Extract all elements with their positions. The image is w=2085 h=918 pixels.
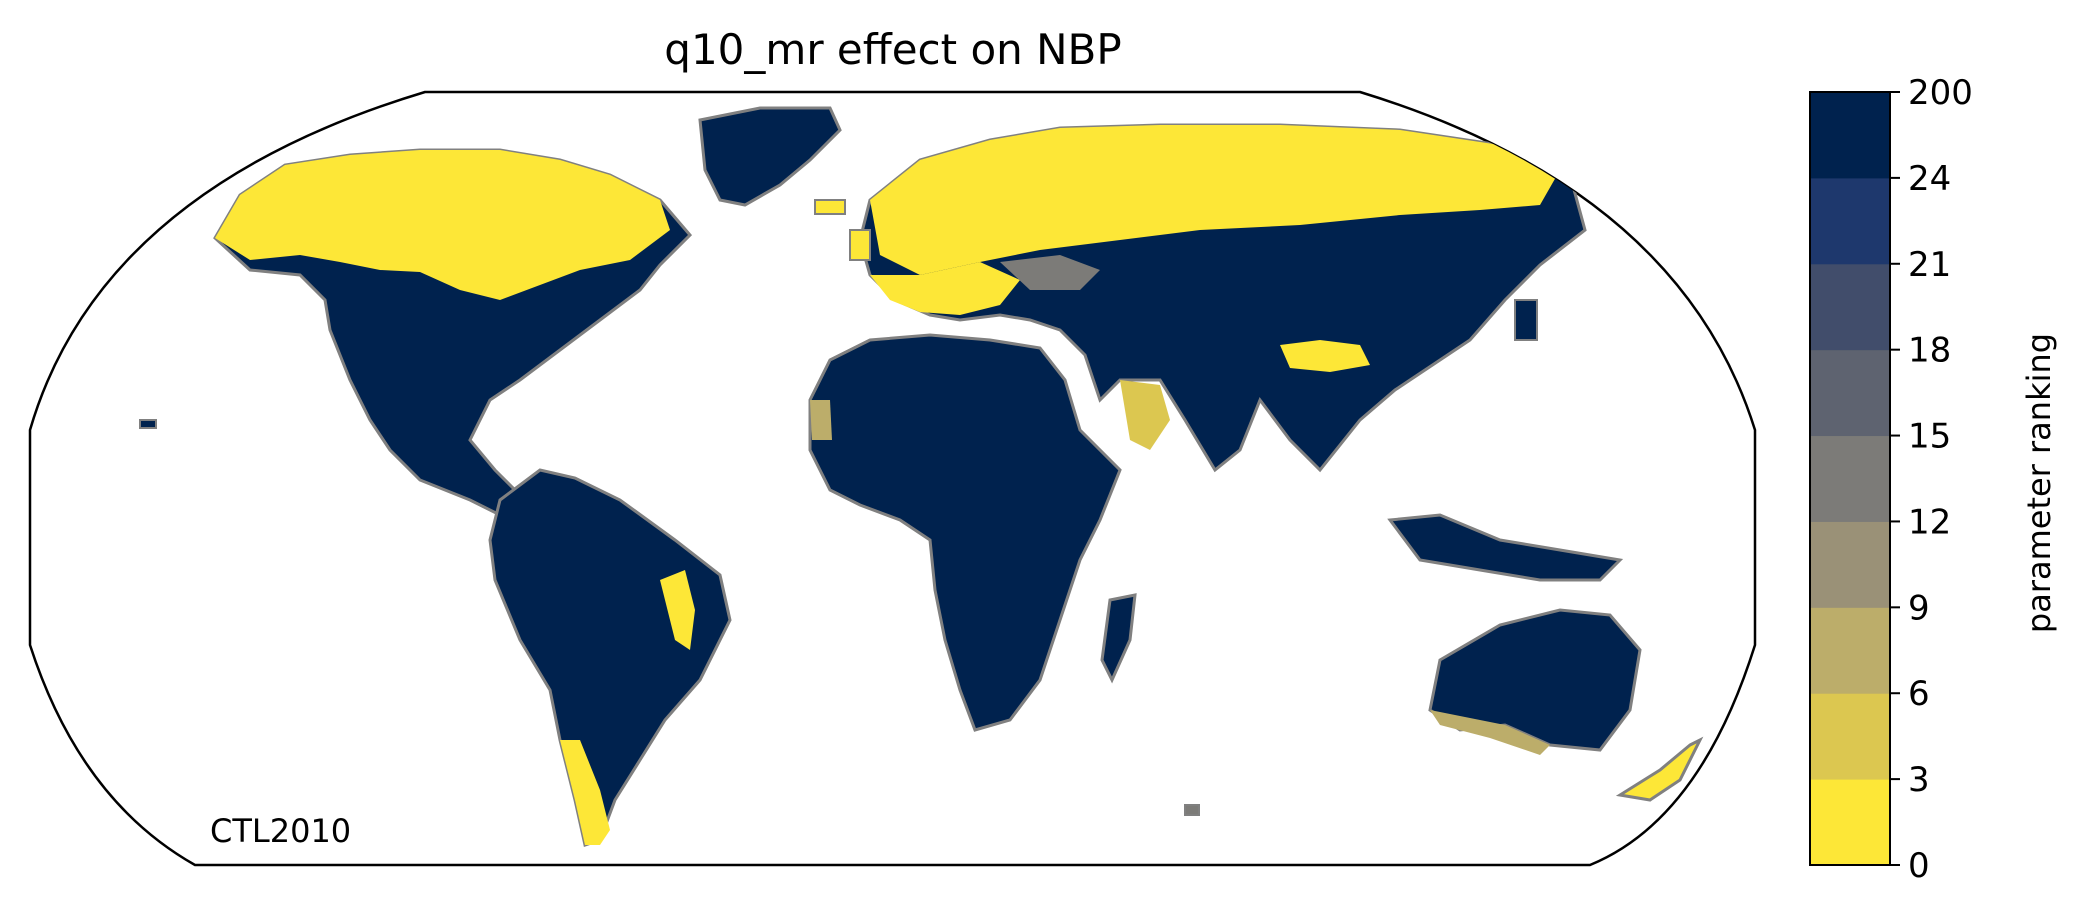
colorbar-tick-label: 15 bbox=[1908, 417, 1951, 457]
map-title: q10_mr effect on NBP bbox=[664, 25, 1121, 74]
colorbar-tick-label: 12 bbox=[1908, 502, 1951, 542]
low-ranking-regions bbox=[215, 125, 1560, 845]
colorbar-tick-label: 0 bbox=[1908, 846, 1930, 886]
region-arabia-edge bbox=[1120, 380, 1170, 450]
landmass-indonesia bbox=[1387, 513, 1624, 582]
map: CTL2010 bbox=[28, 90, 1757, 867]
colorbar-tick-label: 18 bbox=[1908, 331, 1951, 371]
colorbar-tick-label: 9 bbox=[1908, 588, 1930, 628]
region-australia-south bbox=[1430, 710, 1550, 755]
island-iceland bbox=[814, 199, 846, 215]
region-tibet bbox=[1280, 340, 1370, 372]
colorbar-segment bbox=[1810, 693, 1890, 780]
landmass-africa bbox=[808, 333, 1122, 732]
island-hawaii bbox=[139, 419, 157, 429]
colorbar-tick-label: 6 bbox=[1908, 674, 1930, 714]
land-layer bbox=[139, 106, 1704, 847]
island-new-caledonia bbox=[1184, 804, 1200, 816]
landmass-new-zealand bbox=[1615, 736, 1704, 802]
colorbar-segment bbox=[1810, 92, 1890, 179]
region-mediterranean bbox=[870, 262, 1020, 315]
region-sahara-west bbox=[810, 400, 832, 440]
landmass-greenland bbox=[698, 106, 842, 207]
colorbar-segment bbox=[1810, 263, 1890, 351]
landmass-madagascar bbox=[1100, 593, 1137, 684]
region-boreal-eurasia bbox=[870, 125, 1560, 275]
colorbar-border bbox=[1809, 91, 1891, 866]
colorbar-segment bbox=[1810, 177, 1890, 265]
island-japan bbox=[1514, 299, 1538, 341]
colorbar-segment bbox=[1810, 607, 1890, 694]
colorbar-segment bbox=[1810, 779, 1890, 866]
landmass-south-america bbox=[488, 468, 732, 847]
colorbar-tick-label: 21 bbox=[1908, 245, 1951, 285]
map-annotation: CTL2010 bbox=[210, 812, 351, 850]
colorbar-segment bbox=[1810, 521, 1890, 608]
region-patagonia bbox=[560, 740, 610, 845]
region-canada-alaska bbox=[215, 150, 670, 300]
colorbar-tick-label: 3 bbox=[1908, 760, 1930, 800]
colorbar: 0 3 6 9 12 15 18 21 24 200 bbox=[1809, 73, 1973, 886]
colorbar-segment bbox=[1810, 435, 1890, 522]
colorbar-tick-label: 200 bbox=[1908, 73, 1973, 113]
colorbar-segment bbox=[1810, 349, 1890, 437]
island-uk bbox=[849, 229, 871, 261]
region-central-asia bbox=[1000, 255, 1100, 290]
colorbar-label: parameter ranking bbox=[2020, 333, 2058, 633]
region-eastern-brazil bbox=[660, 570, 695, 650]
colorbar-tick-label: 24 bbox=[1908, 159, 1951, 199]
